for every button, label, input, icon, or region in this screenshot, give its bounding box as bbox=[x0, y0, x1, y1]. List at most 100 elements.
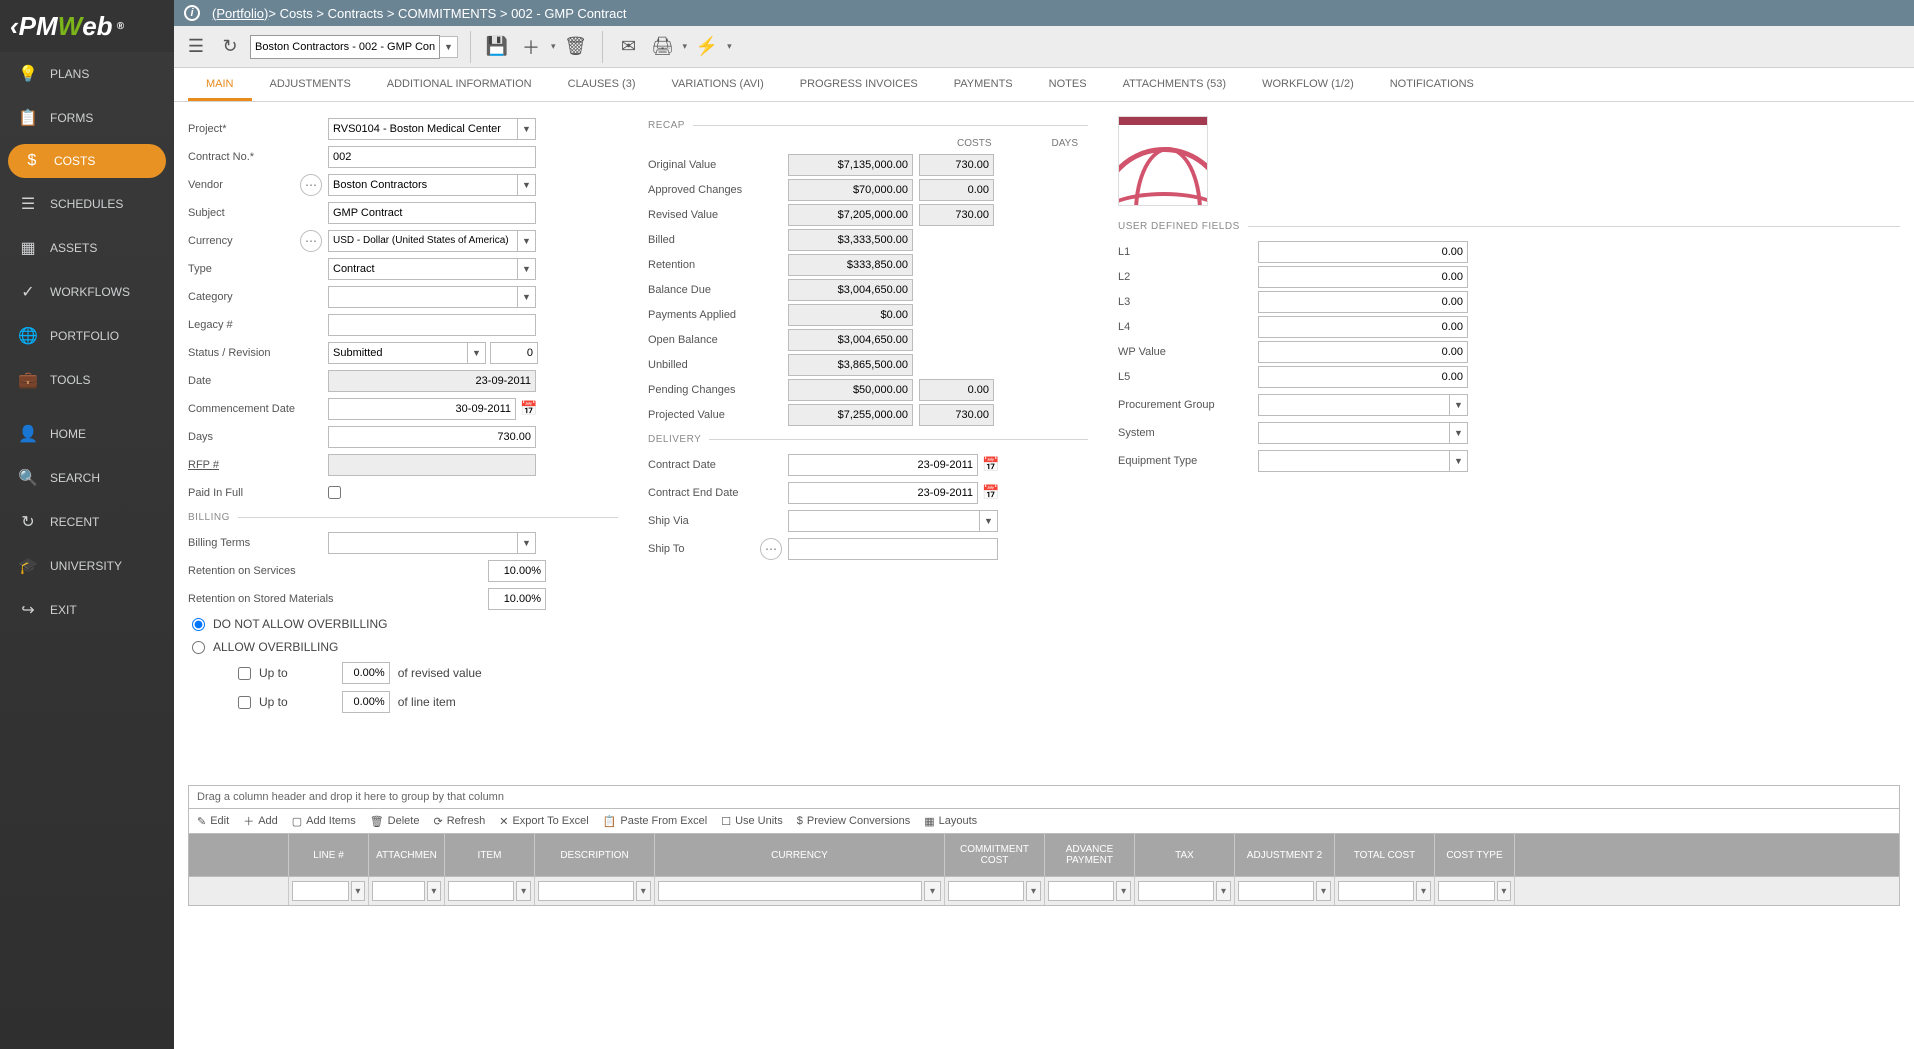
grid-filter-input[interactable] bbox=[1438, 881, 1495, 901]
grid-btn-use-units[interactable]: ☐Use Units bbox=[721, 815, 783, 828]
list-icon[interactable]: ☰ bbox=[182, 33, 210, 61]
grid-filter-input[interactable] bbox=[1238, 881, 1314, 901]
grid-btn-refresh[interactable]: ⟳Refresh bbox=[433, 815, 485, 828]
print-icon[interactable]: 🖨 bbox=[649, 33, 677, 61]
grid-filter-input[interactable] bbox=[538, 881, 634, 901]
sidebar-item-costs[interactable]: $ COSTS bbox=[8, 144, 166, 178]
combo-caret-icon[interactable]: ▼ bbox=[440, 36, 458, 58]
grid-btn-add[interactable]: ＋Add bbox=[243, 813, 278, 829]
sidebar-item-portfolio[interactable]: 🌐 PORTFOLIO bbox=[0, 314, 174, 358]
legacy-field[interactable] bbox=[328, 314, 536, 336]
grid-filter-input[interactable] bbox=[448, 881, 514, 901]
tab-additional-information[interactable]: ADDITIONAL INFORMATION bbox=[369, 68, 550, 101]
save-icon[interactable]: 💾 bbox=[483, 33, 511, 61]
chevron-down-icon[interactable]: ▼ bbox=[1450, 394, 1468, 416]
udf-field[interactable] bbox=[1258, 366, 1468, 388]
sidebar-item-home[interactable]: 👤 HOME bbox=[0, 412, 174, 456]
chevron-down-icon[interactable]: ▼ bbox=[1450, 450, 1468, 472]
no-overbilling-radio[interactable] bbox=[192, 618, 205, 631]
grid-header[interactable] bbox=[189, 834, 289, 876]
chevron-down-icon[interactable]: ▼ bbox=[518, 230, 536, 252]
tab-adjustments[interactable]: ADJUSTMENTS bbox=[252, 68, 369, 101]
filter-icon[interactable]: ▾ bbox=[1497, 881, 1511, 901]
grid-header[interactable]: CURRENCY bbox=[655, 834, 945, 876]
grid-btn-preview-conversions[interactable]: $Preview Conversions bbox=[797, 815, 910, 827]
contract-no-field[interactable] bbox=[328, 146, 536, 168]
grid-btn-export-to-excel[interactable]: ✕Export To Excel bbox=[499, 815, 588, 828]
sidebar-item-university[interactable]: 🎓 UNIVERSITY bbox=[0, 544, 174, 588]
tab-payments[interactable]: PAYMENTS bbox=[936, 68, 1031, 101]
category-field[interactable] bbox=[328, 286, 518, 308]
sidebar-item-assets[interactable]: ▦ ASSETS bbox=[0, 226, 174, 270]
currency-more-icon[interactable]: ⋯ bbox=[300, 230, 322, 252]
paid-checkbox[interactable] bbox=[328, 486, 341, 499]
vendor-field[interactable] bbox=[328, 174, 518, 196]
allow-overbilling-radio[interactable] bbox=[192, 641, 205, 654]
grid-filter-input[interactable] bbox=[948, 881, 1024, 901]
grid-header[interactable]: ADVANCE PAYMENT bbox=[1045, 834, 1135, 876]
chevron-down-icon[interactable]: ▼ bbox=[1450, 422, 1468, 444]
type-field[interactable] bbox=[328, 258, 518, 280]
calendar-icon[interactable]: 📅 bbox=[982, 484, 998, 501]
chevron-down-icon[interactable]: ▼ bbox=[518, 174, 536, 196]
contract-date-field[interactable] bbox=[788, 454, 978, 476]
bolt-icon[interactable]: ⚡ bbox=[693, 33, 721, 61]
filter-icon[interactable]: ▾ bbox=[1026, 881, 1041, 901]
breadcrumb-root[interactable]: (Portfolio) bbox=[212, 6, 268, 21]
sidebar-item-recent[interactable]: ↻ RECENT bbox=[0, 500, 174, 544]
filter-icon[interactable]: ▾ bbox=[636, 881, 651, 901]
grid-filter-input[interactable] bbox=[1138, 881, 1214, 901]
chevron-down-icon[interactable]: ▼ bbox=[518, 286, 536, 308]
grid-header[interactable]: DESCRIPTION bbox=[535, 834, 655, 876]
filter-icon[interactable]: ▾ bbox=[427, 881, 441, 901]
currency-field[interactable] bbox=[328, 230, 518, 252]
udf-field[interactable] bbox=[1258, 266, 1468, 288]
sidebar-item-workflows[interactable]: ✓ WORKFLOWS bbox=[0, 270, 174, 314]
sidebar-item-exit[interactable]: ↪ EXIT bbox=[0, 588, 174, 632]
grid-header[interactable]: TAX bbox=[1135, 834, 1235, 876]
grid-btn-layouts[interactable]: ▦Layouts bbox=[924, 815, 977, 828]
udf-field[interactable] bbox=[1258, 316, 1468, 338]
tab-attachments-[interactable]: ATTACHMENTS (53) bbox=[1105, 68, 1245, 101]
revision-field[interactable] bbox=[490, 342, 538, 364]
upto1-checkbox[interactable] bbox=[238, 667, 251, 680]
grid-filter-input[interactable] bbox=[372, 881, 425, 901]
tab-notifications[interactable]: NOTIFICATIONS bbox=[1372, 68, 1492, 101]
chevron-down-icon[interactable]: ▼ bbox=[980, 510, 998, 532]
filter-icon[interactable]: ▾ bbox=[516, 881, 531, 901]
ship-via-field[interactable] bbox=[788, 510, 980, 532]
grid-btn-add-items[interactable]: ▢Add Items bbox=[292, 815, 356, 828]
filter-icon[interactable]: ▾ bbox=[924, 881, 941, 901]
tab-clauses-[interactable]: CLAUSES (3) bbox=[550, 68, 654, 101]
contract-end-field[interactable] bbox=[788, 482, 978, 504]
equipment-type-field[interactable] bbox=[1258, 450, 1450, 472]
filter-icon[interactable]: ▾ bbox=[1216, 881, 1231, 901]
grid-header[interactable]: COMMITMENT COST bbox=[945, 834, 1045, 876]
mail-icon[interactable]: ✉ bbox=[615, 33, 643, 61]
status-field[interactable] bbox=[328, 342, 468, 364]
grid-header[interactable]: TOTAL COST bbox=[1335, 834, 1435, 876]
grid-header[interactable]: LINE # bbox=[289, 834, 369, 876]
sidebar-item-search[interactable]: 🔍 SEARCH bbox=[0, 456, 174, 500]
retention-services-field[interactable] bbox=[488, 560, 546, 582]
grid-filter-input[interactable] bbox=[292, 881, 349, 901]
chevron-down-icon[interactable]: ▼ bbox=[518, 118, 536, 140]
info-icon[interactable]: i bbox=[184, 5, 200, 21]
subject-field[interactable] bbox=[328, 202, 536, 224]
delete-icon[interactable]: 🗑 bbox=[562, 33, 590, 61]
record-combo[interactable] bbox=[250, 35, 440, 59]
grid-btn-delete[interactable]: 🗑Delete bbox=[370, 815, 420, 828]
system-field[interactable] bbox=[1258, 422, 1450, 444]
upto2-checkbox[interactable] bbox=[238, 696, 251, 709]
ship-to-field[interactable] bbox=[788, 538, 998, 560]
filter-icon[interactable]: ▾ bbox=[1416, 881, 1431, 901]
chevron-down-icon[interactable]: ▼ bbox=[468, 342, 486, 364]
udf-field[interactable] bbox=[1258, 341, 1468, 363]
grid-filter-input[interactable] bbox=[658, 881, 922, 901]
filter-icon[interactable]: ▾ bbox=[351, 881, 365, 901]
billing-terms-field[interactable] bbox=[328, 532, 518, 554]
grid-header[interactable]: ADJUSTMENT 2 bbox=[1235, 834, 1335, 876]
ship-to-more-icon[interactable]: ⋯ bbox=[760, 538, 782, 560]
sidebar-item-tools[interactable]: 💼 TOOLS bbox=[0, 358, 174, 402]
grid-header[interactable]: COST TYPE bbox=[1435, 834, 1515, 876]
